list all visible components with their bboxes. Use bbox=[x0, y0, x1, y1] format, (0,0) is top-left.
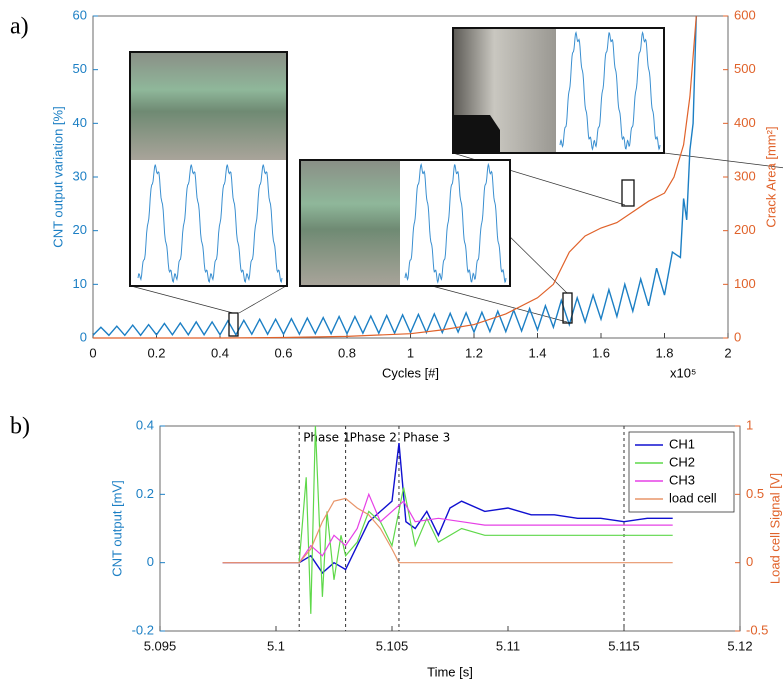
inset-waveform bbox=[137, 164, 283, 284]
photo bbox=[300, 160, 400, 286]
legend-label: CH2 bbox=[669, 454, 695, 469]
data-line bbox=[222, 425, 673, 614]
inset-frame bbox=[129, 51, 288, 287]
x-tick-label: 0.8 bbox=[338, 345, 356, 360]
y-tick-label: 30 bbox=[73, 168, 87, 183]
connector bbox=[130, 285, 234, 314]
y2-tick-label: 0 bbox=[734, 329, 741, 344]
x-tick-label: 1 bbox=[407, 345, 414, 360]
phase-label: Phase 2 bbox=[350, 431, 397, 445]
y2-tick-label: 300 bbox=[734, 168, 756, 183]
y2-tick-label: 100 bbox=[734, 276, 756, 291]
inset-waveform bbox=[404, 162, 507, 284]
x-tick-label: 5.095 bbox=[144, 638, 177, 653]
insets bbox=[129, 27, 783, 323]
legend-label: load cell bbox=[669, 490, 717, 505]
connector bbox=[238, 285, 287, 314]
y2-tick-label: 600 bbox=[734, 7, 756, 22]
y-tick-label: 0 bbox=[80, 329, 87, 344]
x-tick-label: 1.4 bbox=[528, 345, 546, 360]
x-tick-label: 0.2 bbox=[147, 345, 165, 360]
x-tick-label: 5.1 bbox=[267, 638, 285, 653]
data-line bbox=[222, 497, 673, 564]
x-tick-label: 5.12 bbox=[727, 638, 752, 653]
zoom-marker bbox=[562, 292, 573, 324]
y-tick-label: 10 bbox=[73, 276, 87, 291]
data-line bbox=[222, 443, 673, 574]
y-tick-label: -0.2 bbox=[132, 622, 154, 637]
y-tick-label: 0.2 bbox=[136, 486, 154, 501]
y2-tick-label: 500 bbox=[734, 61, 756, 76]
inset-waveform bbox=[559, 30, 661, 151]
waveform-box bbox=[556, 28, 664, 153]
y2-axis-label: Load cell Signal [V] bbox=[767, 473, 782, 584]
y2-tick-label: 1 bbox=[746, 417, 753, 432]
x-tick-label: 0 bbox=[89, 345, 96, 360]
y2-tick-label: 0 bbox=[746, 554, 753, 569]
zoom-marker bbox=[621, 179, 635, 207]
y2-axis-label: Crack Area [mm²] bbox=[763, 126, 778, 227]
x-tick-label: 0.6 bbox=[274, 345, 292, 360]
legend-label: CH3 bbox=[669, 472, 695, 487]
plot-area bbox=[159, 425, 741, 632]
x-tick-label: 1.2 bbox=[465, 345, 483, 360]
waveform-box bbox=[400, 160, 510, 286]
x-tick-label: 2 bbox=[724, 345, 731, 360]
x-axis-label: Cycles [#] bbox=[382, 365, 439, 380]
x-multiplier: x10⁵ bbox=[670, 365, 696, 380]
y-tick-label: 0.4 bbox=[136, 417, 154, 432]
y2-tick-label: 0.5 bbox=[746, 486, 764, 501]
connector bbox=[431, 285, 568, 323]
photo bbox=[130, 52, 287, 160]
x-tick-label: 1.8 bbox=[655, 345, 673, 360]
y2-tick-label: 400 bbox=[734, 115, 756, 130]
panel-label: b) bbox=[10, 414, 30, 440]
data-line bbox=[222, 492, 673, 564]
phase-label: Phase 3 bbox=[403, 431, 450, 445]
y-tick-label: 0 bbox=[147, 554, 154, 569]
y2-tick-label: 200 bbox=[734, 222, 756, 237]
zoom-marker bbox=[228, 312, 239, 337]
y-tick-label: 50 bbox=[73, 61, 87, 76]
legend-label: CH1 bbox=[669, 436, 695, 451]
x-tick-label: 5.105 bbox=[376, 638, 409, 653]
connector bbox=[663, 152, 783, 169]
phase-label: Phase 1 bbox=[303, 431, 350, 445]
data-line bbox=[93, 15, 697, 339]
y-tick-label: 60 bbox=[73, 7, 87, 22]
inset-frame bbox=[452, 27, 665, 154]
y-tick-label: 20 bbox=[73, 222, 87, 237]
y-axis-label: CNT output variation [%] bbox=[50, 106, 65, 247]
x-tick-label: 5.11 bbox=[496, 638, 520, 653]
x-tick-label: 1.6 bbox=[592, 345, 610, 360]
inset-frame bbox=[299, 159, 511, 287]
x-tick-label: 0.4 bbox=[211, 345, 229, 360]
x-axis-label: Time [s] bbox=[427, 664, 473, 679]
panel-label: a) bbox=[10, 14, 29, 40]
x-tick-label: 5.115 bbox=[608, 638, 640, 653]
y-tick-label: 40 bbox=[73, 115, 87, 130]
data-line bbox=[92, 15, 697, 337]
photo-shadow bbox=[453, 115, 500, 153]
y-axis-label: CNT output [mV] bbox=[109, 480, 124, 577]
y2-tick-label: -0.5 bbox=[746, 622, 768, 637]
